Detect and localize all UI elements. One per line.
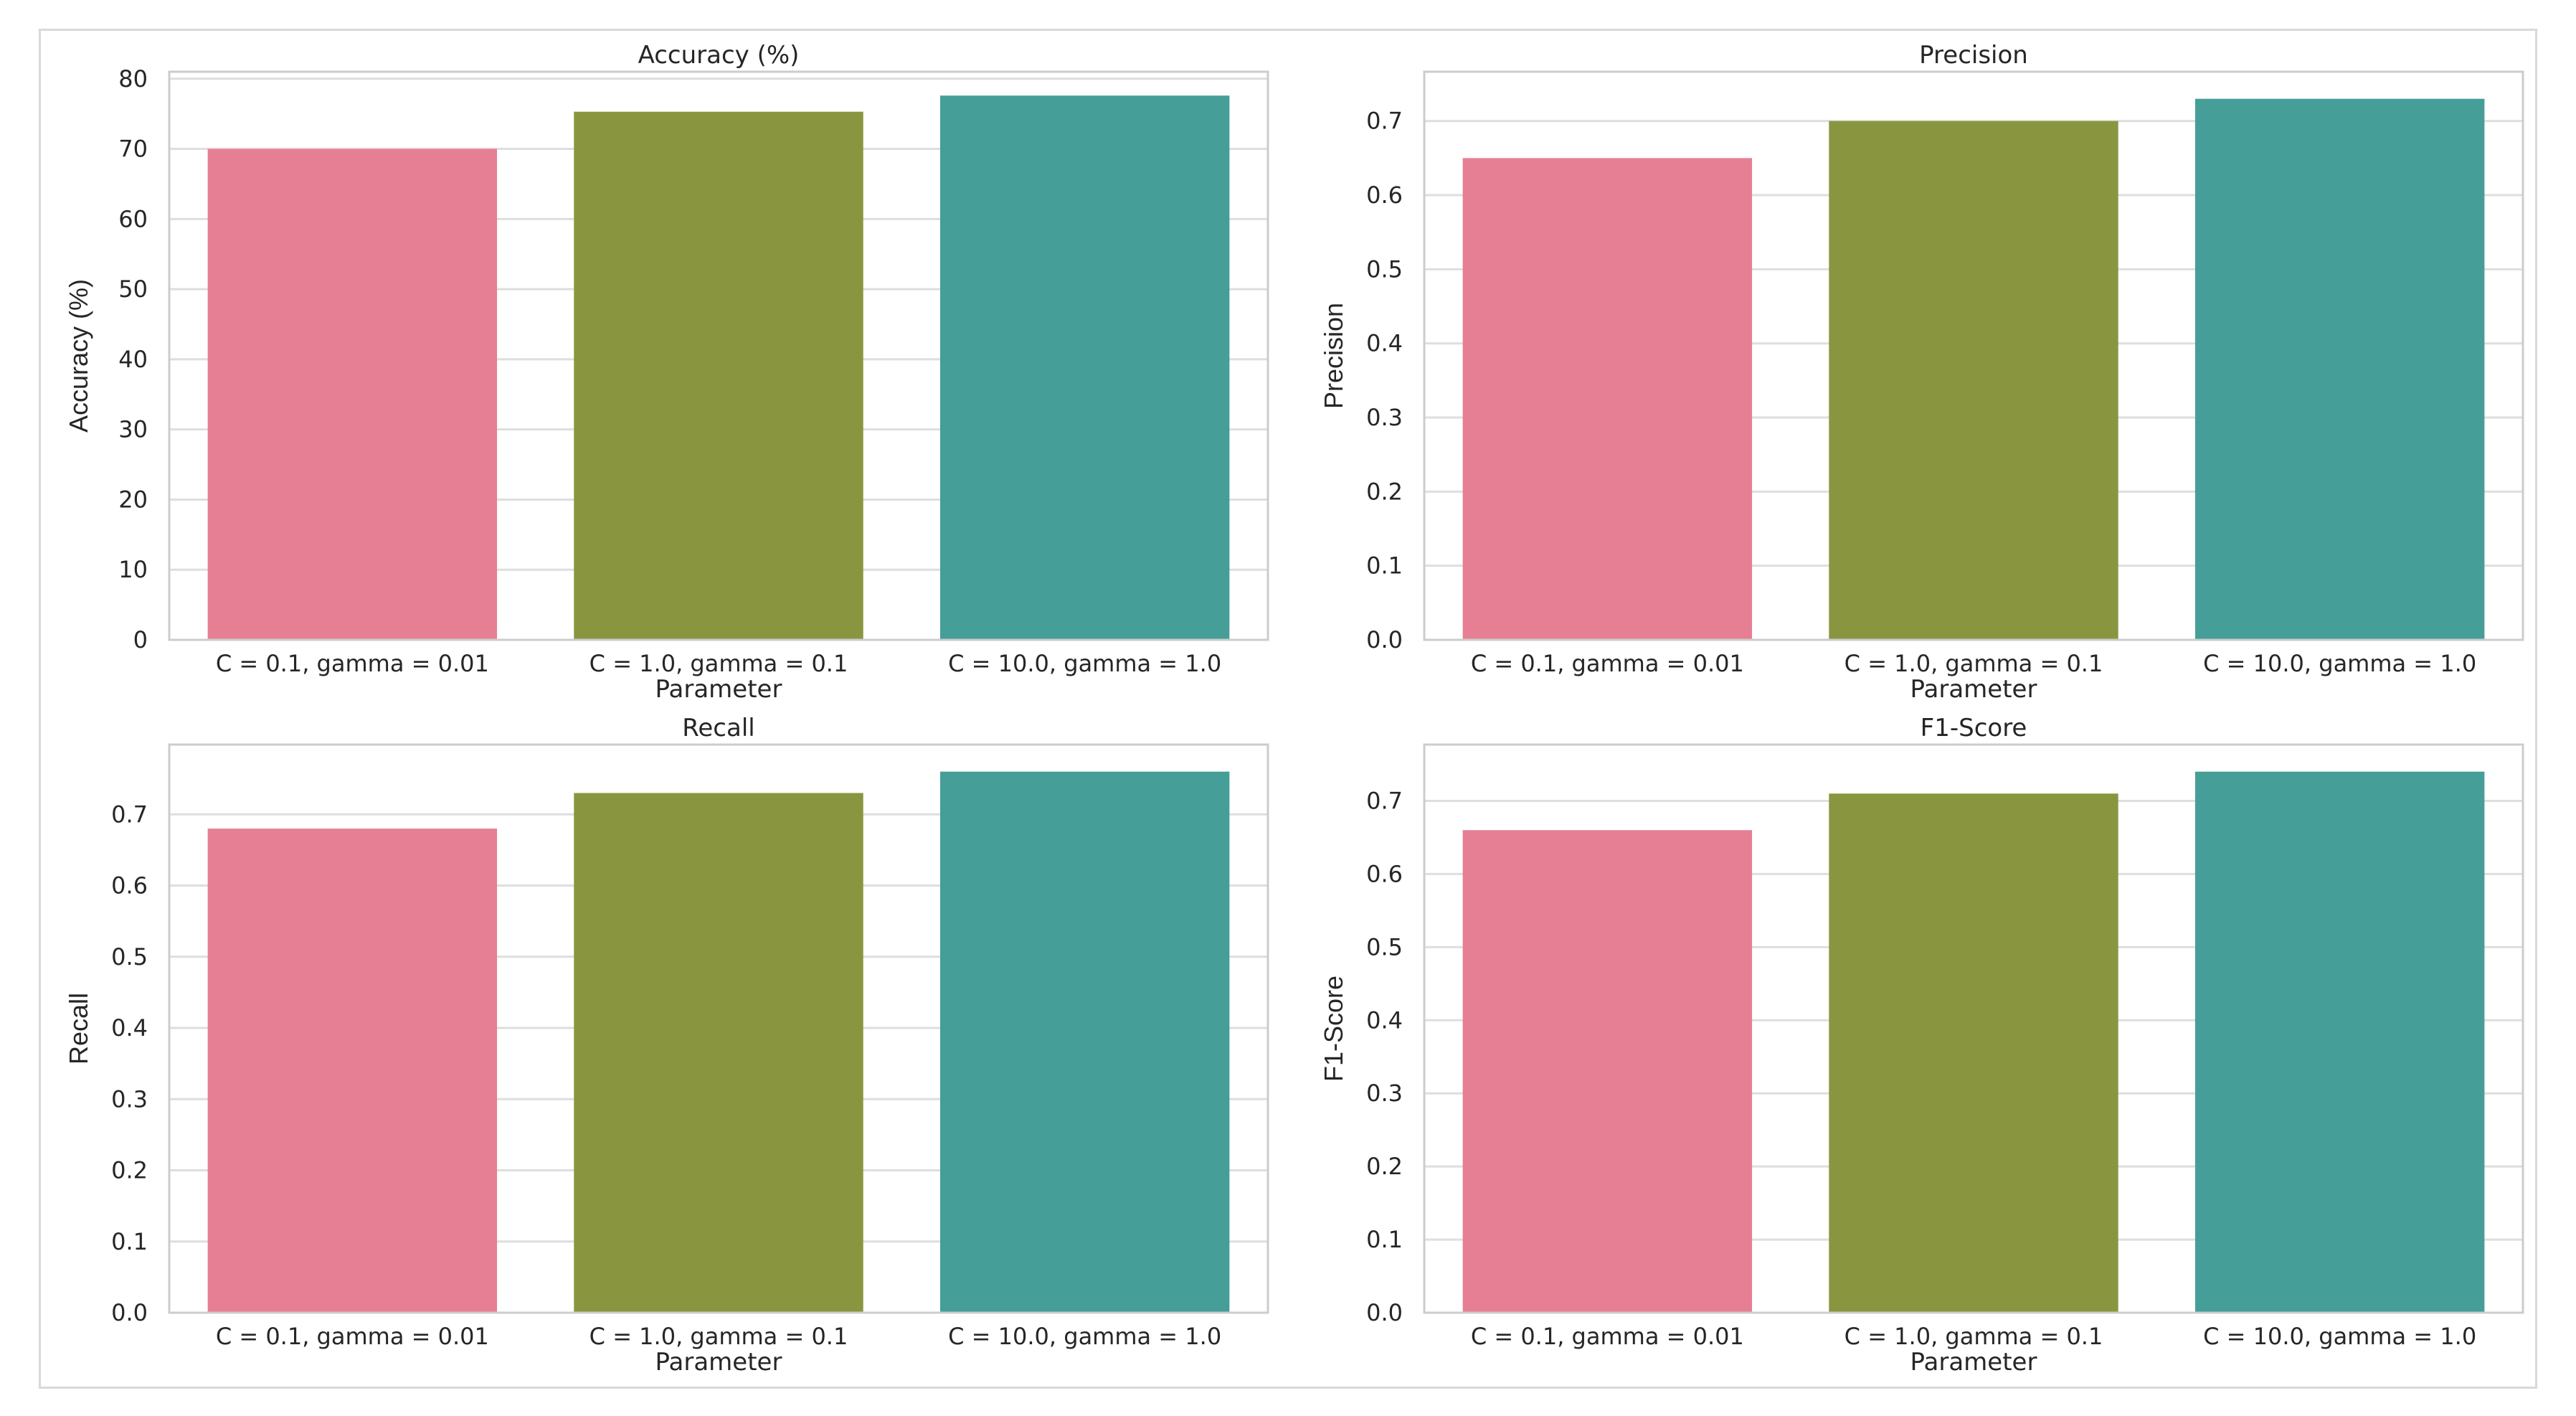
y-tick-label: 0.0 [1366, 626, 1403, 653]
chart-title: Recall [682, 714, 754, 742]
y-tick-label: 0.5 [1366, 255, 1403, 283]
y-tick-label: 0.3 [111, 1085, 148, 1113]
bar [939, 771, 1230, 1313]
bar [1462, 830, 1753, 1313]
y-tick-label: 0.5 [111, 943, 148, 971]
y-tick-label: 70 [118, 136, 148, 163]
chart-title: Precision [1919, 41, 2028, 70]
y-tick-label: 0.3 [1366, 1080, 1403, 1107]
plot-frame [1423, 743, 2524, 1314]
x-tick-label: C = 10.0, gamma = 1.0 [948, 1323, 1221, 1350]
x-tick-label: C = 1.0, gamma = 0.1 [1845, 1323, 2103, 1350]
y-tick-label: 0.0 [1366, 1299, 1403, 1326]
y-tick-label: 0.4 [1366, 330, 1403, 357]
bar [207, 148, 498, 641]
bar [1829, 793, 2118, 1313]
recall-chart: 0.0 0.1 0.2 0.3 0.4 0.5 0.6 0.7 C = 0.1, gamma =… [64, 714, 1269, 1377]
bar [939, 95, 1230, 640]
y-tick-label: 0.1 [111, 1228, 148, 1255]
y-axis-label: F1-Score [1319, 976, 1348, 1082]
y-tick-label: 0.6 [111, 872, 148, 900]
y-tick-label: 0.2 [1366, 1153, 1403, 1180]
y-tick-label: 0 [133, 626, 148, 653]
chart-title: F1-Score [1921, 714, 2027, 742]
x-tick-label: C = 0.1, gamma = 0.01 [1471, 1323, 1744, 1350]
x-tick-label: C = 1.0, gamma = 0.1 [1845, 650, 2103, 677]
y-tick-label: 0.4 [1366, 1006, 1403, 1034]
y-axis-label: Recall [64, 993, 93, 1065]
y-tick-label: 0.7 [1366, 787, 1403, 814]
y-tick-label: 60 [118, 205, 148, 232]
y-tick-label: 0.7 [111, 801, 148, 828]
bar [1462, 158, 1753, 640]
bar [574, 793, 863, 1313]
x-tick-label: C = 0.1, gamma = 0.01 [1471, 650, 1744, 677]
plot-frame [168, 70, 1269, 641]
y-tick-label: 30 [118, 416, 148, 443]
x-tick-label: C = 1.0, gamma = 0.1 [589, 650, 848, 677]
x-tick-label: C = 1.0, gamma = 0.1 [589, 1323, 848, 1350]
chart-title: Accuracy (%) [638, 41, 800, 70]
y-axis-label: Accuracy (%) [64, 279, 93, 433]
plot-frame [168, 743, 1269, 1314]
x-axis-label: Parameter [655, 1348, 782, 1377]
y-tick-label: 0.1 [1366, 1226, 1403, 1253]
y-tick-label: 40 [118, 346, 148, 373]
y-tick-label: 0.6 [1366, 181, 1403, 209]
x-tick-label: C = 10.0, gamma = 1.0 [2203, 1323, 2476, 1350]
y-axis-label: Precision [1319, 303, 1348, 409]
y-tick-label: 0.5 [1366, 933, 1403, 960]
y-tick-label: 0.3 [1366, 404, 1403, 431]
accuracy-chart: 0 10 20 30 40 50 60 70 80 C = 0.1, gamma = 0.01 C … [64, 41, 1269, 704]
x-tick-label: C = 10.0, gamma = 1.0 [2203, 650, 2476, 677]
y-tick-label: 0.4 [111, 1014, 148, 1042]
bar [207, 829, 498, 1313]
x-tick-label: C = 0.1, gamma = 0.01 [216, 650, 489, 677]
bar [2194, 771, 2485, 1313]
plot-frame [1423, 70, 2524, 641]
f1-score-chart: 0.0 0.1 0.2 0.3 0.4 0.5 0.6 0.7 C = 0.1, gamma =… [1319, 714, 2524, 1377]
y-tick-label: 0.6 [1366, 860, 1403, 887]
x-axis-label: Parameter [1910, 1348, 2037, 1377]
bar [1829, 121, 2118, 640]
y-tick-label: 0.0 [111, 1299, 148, 1326]
precision-chart: 0.0 0.1 0.2 0.3 0.4 0.5 0.6 0.7 C = 0.1, gamma =… [1319, 41, 2524, 704]
x-axis-label: Parameter [655, 675, 782, 704]
bar [2194, 98, 2485, 640]
y-tick-label: 0.2 [1366, 478, 1403, 505]
y-tick-label: 20 [118, 486, 148, 513]
y-tick-label: 0.1 [1366, 552, 1403, 580]
y-tick-label: 10 [118, 556, 148, 583]
x-tick-label: C = 0.1, gamma = 0.01 [216, 1323, 489, 1350]
y-tick-label: 0.7 [1366, 108, 1403, 135]
y-tick-label: 50 [118, 275, 148, 303]
x-axis-label: Parameter [1910, 675, 2037, 704]
y-tick-label: 80 [118, 65, 148, 93]
bar [574, 111, 863, 640]
y-tick-label: 0.2 [111, 1157, 148, 1184]
x-tick-label: C = 10.0, gamma = 1.0 [948, 650, 1221, 677]
